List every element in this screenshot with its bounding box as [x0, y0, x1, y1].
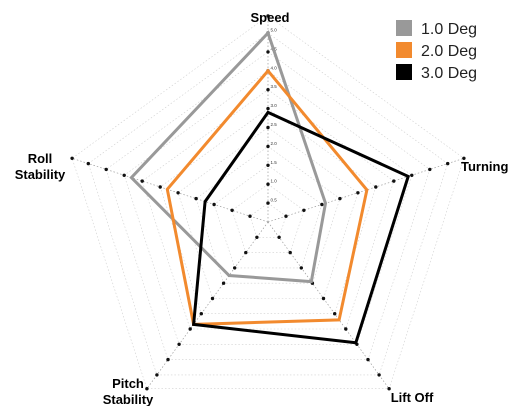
axis-dot-pitch-stability-11 — [145, 387, 149, 391]
legend: 1.0 Deg 2.0 Deg 3.0 Deg — [396, 20, 477, 82]
legend-label-3-0-deg: 3.0 Deg — [421, 65, 477, 82]
axis-dot-speed-2 — [266, 182, 270, 186]
axis-dot-roll-stability-4 — [194, 196, 198, 201]
axis-dot-roll-stability-1 — [248, 214, 252, 218]
axis-labels: Speed Turning Lift Off Pitch Stability Roll St… — [15, 10, 509, 406]
axis-dot-lift-off-1 — [277, 235, 281, 239]
axis-dot-speed-3 — [266, 163, 270, 167]
axis-dot-lift-off-7 — [344, 327, 348, 331]
axis-label-turning: Turning — [461, 159, 508, 174]
grid-ring-1 — [249, 202, 287, 238]
axis-dot-pitch-stability-6 — [199, 312, 203, 316]
grid-ring-5 — [177, 127, 359, 299]
axis-dot-roll-stability-11 — [70, 156, 74, 160]
grid-ring-11 — [71, 15, 465, 390]
axis-dot-turning-8 — [410, 173, 414, 177]
tick-label: 2.5 — [271, 122, 278, 127]
axis-dot-pitch-stability-5 — [210, 296, 215, 301]
axis-dot-lift-off-11 — [387, 387, 391, 391]
axis-dot-turning-11 — [462, 156, 466, 160]
axis-dot-speed-6 — [266, 106, 270, 111]
grid-ring-3 — [213, 164, 323, 269]
axis-dot-pitch-stability-3 — [233, 266, 237, 270]
series-line-1-0-deg — [129, 30, 328, 284]
tick-label: 5.0 — [271, 28, 278, 33]
axis-dot-lift-off-3 — [299, 266, 303, 270]
axis-spoke-roll-stability — [71, 157, 269, 223]
axis-dot-roll-stability-5 — [176, 191, 180, 195]
axis-dot-turning-10 — [446, 161, 450, 166]
axis-label-roll-stability: Roll Stability — [15, 151, 66, 182]
axis-dot-roll-stability-3 — [212, 202, 216, 207]
axis-dot-roll-stability-2 — [230, 208, 234, 212]
axis-dot-speed-1 — [266, 201, 270, 205]
axis-dot-turning-1 — [284, 214, 288, 218]
legend-swatch-3-0-deg — [396, 64, 412, 80]
axis-dot-pitch-stability-7 — [188, 327, 192, 331]
axis-dot-turning-9 — [428, 167, 432, 172]
axis-dot-pitch-stability-10 — [155, 373, 159, 377]
axis-dot-turning-7 — [392, 179, 396, 183]
axis-dot-roll-stability-9 — [104, 167, 108, 172]
axis-dot-roll-stability-8 — [122, 173, 126, 177]
axis-dot-speed-9 — [266, 50, 270, 54]
axis-dot-speed-4 — [266, 144, 270, 149]
grid-ring-7 — [141, 89, 395, 330]
axis-dot-speed-7 — [266, 88, 270, 92]
axis-label-lift-off: Lift Off — [391, 390, 434, 405]
legend-label-1-0-deg: 1.0 Deg — [421, 21, 477, 38]
axis-dot-speed-11 — [266, 14, 270, 18]
axis-label-speed: Speed — [250, 10, 289, 25]
axis-dot-roll-stability-10 — [86, 161, 91, 166]
axis-dot-lift-off-5 — [321, 296, 326, 301]
axis-dot-lift-off-9 — [366, 357, 370, 362]
legend-label-2-0-deg: 2.0 Deg — [421, 43, 477, 60]
tick-label: 0.5 — [271, 198, 278, 203]
tick-label: 3.5 — [271, 84, 278, 89]
tick-label: 1.0 — [271, 179, 278, 184]
grid-ring-8 — [123, 70, 413, 345]
series-layer — [129, 30, 411, 345]
axis-dot-pitch-stability-9 — [166, 357, 170, 362]
axis-dot-roll-stability-6 — [158, 185, 162, 189]
tick-label: 1.5 — [271, 160, 278, 165]
axis-dot-roll-stability-7 — [140, 179, 144, 183]
grid-ring-9 — [105, 51, 431, 360]
axis-dot-turning-6 — [374, 185, 378, 189]
axis-spoke-pitch-stability — [146, 221, 269, 389]
legend-swatch-1-0-deg — [396, 20, 412, 36]
tick-label: 2.0 — [271, 141, 278, 146]
axis-dot-turning-5 — [356, 191, 360, 195]
grid-ring-6 — [159, 108, 377, 315]
axis-dot-turning-4 — [338, 196, 342, 201]
axis-dot-speed-5 — [266, 125, 270, 130]
grid-ring-4 — [195, 146, 341, 284]
legend-swatch-2-0-deg — [396, 42, 412, 58]
axis-dot-lift-off-6 — [333, 312, 337, 316]
radar-grid — [71, 15, 465, 390]
axis-dot-pitch-stability-4 — [221, 281, 226, 285]
axis-dot-turning-2 — [302, 208, 306, 212]
axis-dot-pitch-stability-2 — [244, 250, 248, 255]
series-line-2-0-deg — [165, 68, 369, 326]
axis-dot-pitch-stability-8 — [177, 342, 181, 346]
tick-label: 3.0 — [271, 103, 278, 108]
axis-spoke-lift-off — [267, 221, 390, 389]
axis-label-pitch-stability: Pitch Stability — [103, 376, 154, 406]
tick-label: 4.0 — [271, 65, 278, 70]
axis-dot-turning-3 — [320, 202, 324, 207]
axis-dot-lift-off-2 — [288, 250, 292, 255]
series-line-3-0-deg — [191, 110, 411, 345]
axis-dot-pitch-stability-1 — [255, 235, 259, 239]
axis-dot-lift-off-10 — [377, 373, 381, 377]
